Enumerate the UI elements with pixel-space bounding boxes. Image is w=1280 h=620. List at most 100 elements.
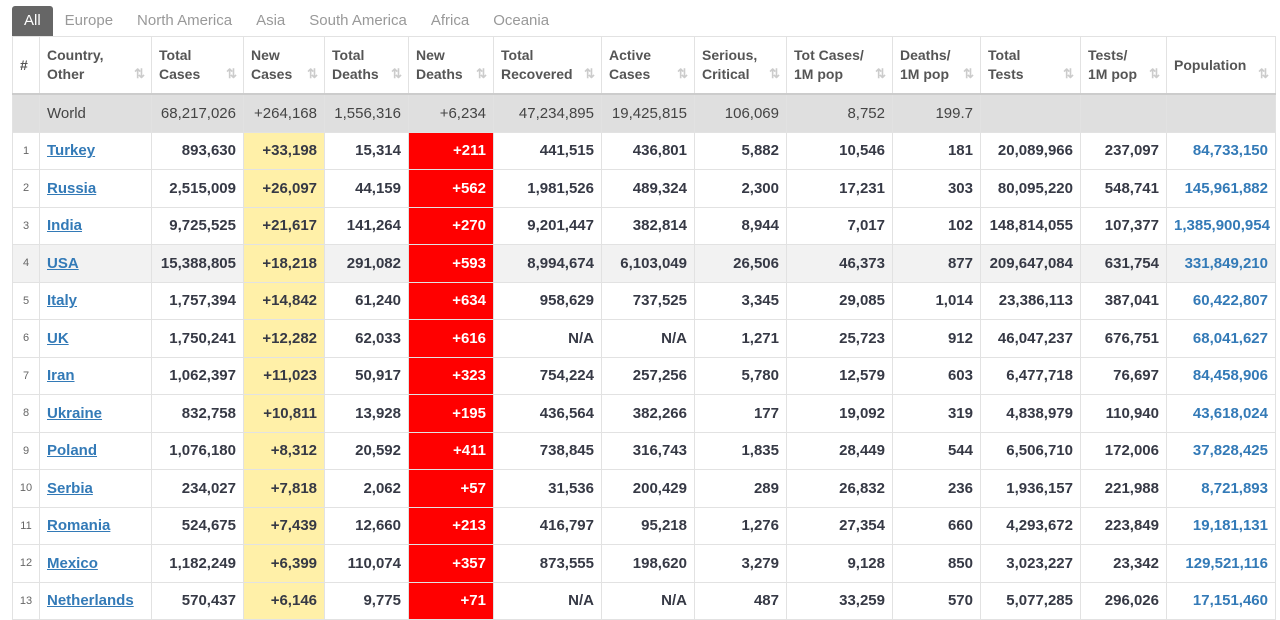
country-link[interactable]: Netherlands xyxy=(47,592,134,610)
table-head: # Country, Other Total Cases New Cases Total Dea… xyxy=(12,36,1276,95)
column-header[interactable]: Tot Cases/1M pop xyxy=(786,36,893,95)
column-header[interactable]: Total Deaths xyxy=(324,36,409,95)
table-row: 13 Netherlands 570,437 +6,146 9,775 +71 N/A N/A… xyxy=(12,581,1276,620)
cell-text: 110,074 xyxy=(347,554,401,572)
table-cell: 631,754 xyxy=(1080,244,1167,283)
country-link[interactable]: Poland xyxy=(47,442,98,460)
cell-text: 5,077,285 xyxy=(1006,592,1073,610)
table-cell: 3,279 xyxy=(694,544,787,583)
country-link[interactable]: Iran xyxy=(47,367,75,385)
table-cell: 12,579 xyxy=(786,356,893,395)
cell-text: 80,095,220 xyxy=(997,179,1073,197)
table-cell: +211 xyxy=(408,131,494,170)
column-header[interactable]: Total Recovered xyxy=(493,36,602,95)
country-link[interactable]: UK xyxy=(47,329,69,347)
table-cell: 4,293,672 xyxy=(980,506,1081,545)
table-row: 6 UK 1,750,241 +12,282 62,033 +616 N/A N/A 1,271… xyxy=(12,319,1276,358)
column-header[interactable]: Active Cases xyxy=(601,36,695,95)
cell-text: 316,743 xyxy=(632,442,687,460)
header-text: Total xyxy=(988,47,1021,63)
region-tab[interactable]: North America xyxy=(137,12,233,29)
table-cell: 9,725,525 xyxy=(151,206,244,245)
cell-text: 1,062,397 xyxy=(169,367,236,385)
country-link[interactable]: USA xyxy=(47,254,79,272)
region-tab[interactable]: Asia xyxy=(256,12,286,29)
region-tab[interactable]: Africa xyxy=(430,12,470,29)
table-cell: 20,592 xyxy=(324,431,409,470)
table-cell: 912 xyxy=(892,319,981,358)
cell-text: +6,146 xyxy=(270,592,317,610)
table-cell: 145,961,882 xyxy=(1166,169,1276,208)
column-header[interactable]: New Cases xyxy=(243,36,325,95)
table-body: World 68,217,026 +264,168 1,556,316 +6,234 47… xyxy=(12,93,1276,620)
column-header[interactable]: Country, Other xyxy=(39,36,152,95)
cell-text: 319 xyxy=(947,404,973,422)
table-cell: 19,092 xyxy=(786,394,893,433)
cell-text: 23,386,113 xyxy=(998,292,1073,310)
cell-text: 660 xyxy=(947,517,973,535)
cell-text: 441,515 xyxy=(539,142,594,160)
table-cell: 2,062 xyxy=(324,469,409,508)
cell-text: 2,515,009 xyxy=(169,179,236,197)
cell-text: 738,845 xyxy=(539,442,594,460)
cell-text: 199.7 xyxy=(935,104,973,122)
cell-text: 44,159 xyxy=(355,179,401,197)
table-cell: +8,312 xyxy=(243,431,325,470)
header-text: Cases xyxy=(159,66,201,82)
region-tab[interactable]: Oceania xyxy=(493,12,550,29)
table-cell: +6,234 xyxy=(408,93,494,133)
table-cell: Ukraine xyxy=(39,394,152,433)
cell-text: 27,354 xyxy=(839,517,885,535)
cell-text: 8,944 xyxy=(741,217,779,235)
table-row: 1 Turkey 893,630 +33,198 15,314 +211 441,515 43… xyxy=(12,131,1276,170)
table-cell: 8 xyxy=(12,394,40,433)
table-cell: 4,838,979 xyxy=(980,394,1081,433)
table-cell: 436,564 xyxy=(493,394,602,433)
country-link[interactable]: Turkey xyxy=(47,142,96,160)
region-tab[interactable]: South America xyxy=(309,12,407,29)
cell-text: 3,023,227 xyxy=(1006,554,1073,572)
table-cell: N/A xyxy=(601,581,695,620)
column-header[interactable]: Deaths/1M pop xyxy=(892,36,981,95)
country-link[interactable]: Ukraine xyxy=(47,404,103,422)
table-cell: 1,936,157 xyxy=(980,469,1081,508)
cell-text: 548,741 xyxy=(1104,179,1159,197)
column-header[interactable]: Population xyxy=(1166,36,1276,95)
table-cell: 237,097 xyxy=(1080,131,1167,170)
cell-text: 148,814,055 xyxy=(989,217,1073,235)
table-cell: Serbia xyxy=(39,469,152,508)
country-link[interactable]: India xyxy=(47,217,83,235)
cell-text: 9,201,447 xyxy=(527,217,594,235)
cell-text: +593 xyxy=(452,254,486,272)
column-header[interactable]: Tests/1M pop xyxy=(1080,36,1167,95)
region-tab[interactable]: All xyxy=(12,6,53,36)
table-cell: +7,439 xyxy=(243,506,325,545)
table-cell: 6,477,718 xyxy=(980,356,1081,395)
country-link[interactable]: Romania xyxy=(47,517,111,535)
cell-text: 15,314 xyxy=(355,142,401,160)
cell-text: 5 xyxy=(22,294,30,307)
cell-text: 6,506,710 xyxy=(1006,442,1073,460)
column-header[interactable]: Serious, Critical xyxy=(694,36,787,95)
table-cell: +10,811 xyxy=(243,394,325,433)
country-link[interactable]: Mexico xyxy=(47,554,98,572)
country-link[interactable]: Italy xyxy=(47,292,78,310)
table-cell: India xyxy=(39,206,152,245)
table-cell: 7,017 xyxy=(786,206,893,245)
cell-text: 489,324 xyxy=(632,179,687,197)
column-header[interactable]: Total Cases xyxy=(151,36,244,95)
country-link[interactable]: Russia xyxy=(47,179,97,197)
column-header[interactable]: Total Tests xyxy=(980,36,1081,95)
cell-text: 1,835 xyxy=(741,442,779,460)
cell-text: +562 xyxy=(452,179,486,197)
cell-text: 676,751 xyxy=(1104,329,1159,347)
table-cell: 6 xyxy=(12,319,40,358)
cell-text: 47,234,895 xyxy=(518,104,594,122)
region-tab[interactable]: Europe xyxy=(64,12,114,29)
cell-text: 20,089,966 xyxy=(997,142,1073,160)
tab-bar: All Europe North America Asia South America A… xyxy=(12,6,561,36)
table-row: 9 Poland 1,076,180 +8,312 20,592 +411 738,845 3… xyxy=(12,431,1276,470)
table-row: 8 Ukraine 832,758 +10,811 13,928 +195 436,564 3… xyxy=(12,394,1276,433)
column-header[interactable]: New Deaths xyxy=(408,36,494,95)
country-link[interactable]: Serbia xyxy=(47,479,93,497)
